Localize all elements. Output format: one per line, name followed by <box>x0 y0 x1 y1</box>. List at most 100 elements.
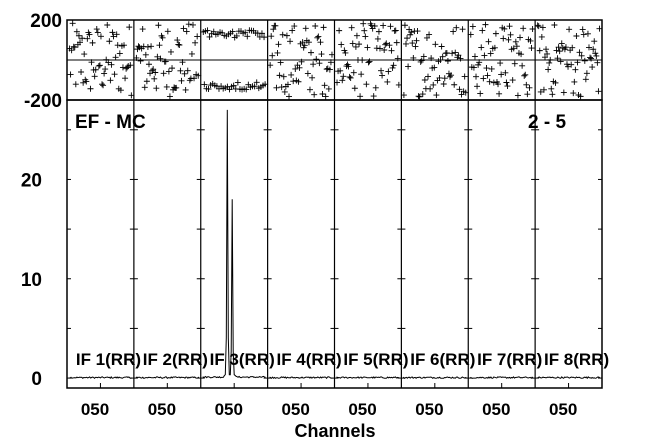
phase-point <box>127 62 134 69</box>
phase-point <box>496 90 503 97</box>
phase-point <box>173 84 180 91</box>
phase-point <box>548 85 555 92</box>
phase-point <box>521 72 528 79</box>
if-label: IF 3(RR) <box>210 350 275 369</box>
phase-point <box>137 57 144 64</box>
phase-point <box>541 54 548 61</box>
phase-point <box>288 71 295 78</box>
phase-point <box>423 34 430 41</box>
spectrum-line <box>202 109 266 379</box>
phase-point <box>381 46 388 53</box>
phase-point <box>258 30 265 37</box>
phase-point <box>145 61 152 68</box>
phase-point <box>313 56 320 63</box>
phase-point <box>204 27 211 34</box>
phase-point <box>116 50 123 57</box>
phase-point <box>179 59 186 66</box>
phase-point <box>483 65 490 72</box>
phase-point <box>538 33 545 40</box>
phase-point <box>97 33 104 40</box>
phase-point <box>517 34 524 41</box>
phase-point <box>183 28 190 35</box>
phase-point <box>92 66 99 73</box>
phase-point <box>420 53 427 60</box>
phase-point <box>244 33 251 40</box>
phase-point <box>151 75 158 82</box>
phase-point <box>576 49 583 56</box>
phase-point <box>323 66 330 73</box>
phase-point <box>418 57 425 64</box>
phase-point <box>447 73 454 80</box>
phase-point <box>68 47 75 54</box>
phase-point <box>394 55 401 62</box>
phase-point <box>100 82 107 89</box>
phase-point <box>588 55 595 62</box>
phase-point <box>276 72 283 79</box>
phase-point <box>298 58 305 65</box>
phase-point <box>589 64 596 71</box>
phase-point <box>165 68 172 75</box>
phase-point <box>295 78 302 85</box>
phase-point <box>449 50 456 57</box>
if-label: IF 2(RR) <box>143 350 208 369</box>
phase-point <box>305 39 312 46</box>
phase-point <box>552 79 559 86</box>
if-label: IF 6(RR) <box>410 350 475 369</box>
phase-point <box>415 93 422 100</box>
phase-point <box>427 85 434 92</box>
phase-point <box>69 20 76 27</box>
phase-point <box>551 22 558 29</box>
phase-point <box>458 91 465 98</box>
phase-point <box>553 47 560 54</box>
phase-point <box>482 21 489 28</box>
phase-point <box>316 60 323 67</box>
phase-point <box>312 22 319 29</box>
phase-point <box>77 39 84 46</box>
phase-point <box>334 79 341 86</box>
phase-point <box>505 36 512 43</box>
phase-point <box>95 62 102 69</box>
phase-point <box>425 73 432 80</box>
phase-point <box>470 64 477 71</box>
phase-point <box>182 86 189 93</box>
phase-point <box>492 30 499 37</box>
phase-point <box>409 40 416 47</box>
phase-point <box>554 55 561 62</box>
phase-point <box>379 72 386 79</box>
phase-point <box>578 52 585 59</box>
phase-point <box>322 93 329 100</box>
phase-point <box>135 43 142 50</box>
phase-point <box>270 26 277 33</box>
phase-point <box>253 79 260 86</box>
phase-point <box>353 32 360 39</box>
spectrum-line <box>403 376 467 379</box>
phase-point <box>309 74 316 81</box>
phase-point <box>584 30 591 37</box>
phase-point <box>296 64 303 71</box>
phase-point <box>400 92 407 99</box>
phase-point <box>506 23 513 30</box>
phase-point <box>292 65 299 72</box>
phase-point <box>520 25 527 32</box>
phase-point <box>72 81 79 88</box>
phase-point <box>155 22 162 29</box>
phase-point <box>526 84 533 91</box>
phase-point <box>563 61 570 68</box>
phase-point <box>351 85 358 92</box>
phase-point <box>436 74 443 81</box>
phase-point <box>410 54 417 61</box>
phase-point <box>243 86 250 93</box>
phase-point <box>372 84 379 91</box>
phase-point <box>117 87 124 94</box>
phase-point <box>476 59 483 66</box>
phase-point <box>404 35 411 42</box>
phase-point <box>502 69 509 76</box>
spectrum-line <box>135 376 200 380</box>
phase-point <box>350 69 357 76</box>
phase-point <box>475 61 482 68</box>
phase-point <box>336 27 343 34</box>
phase-point <box>448 72 455 79</box>
phase-point <box>99 81 106 88</box>
phase-point <box>504 83 511 90</box>
phase-point <box>301 42 308 49</box>
